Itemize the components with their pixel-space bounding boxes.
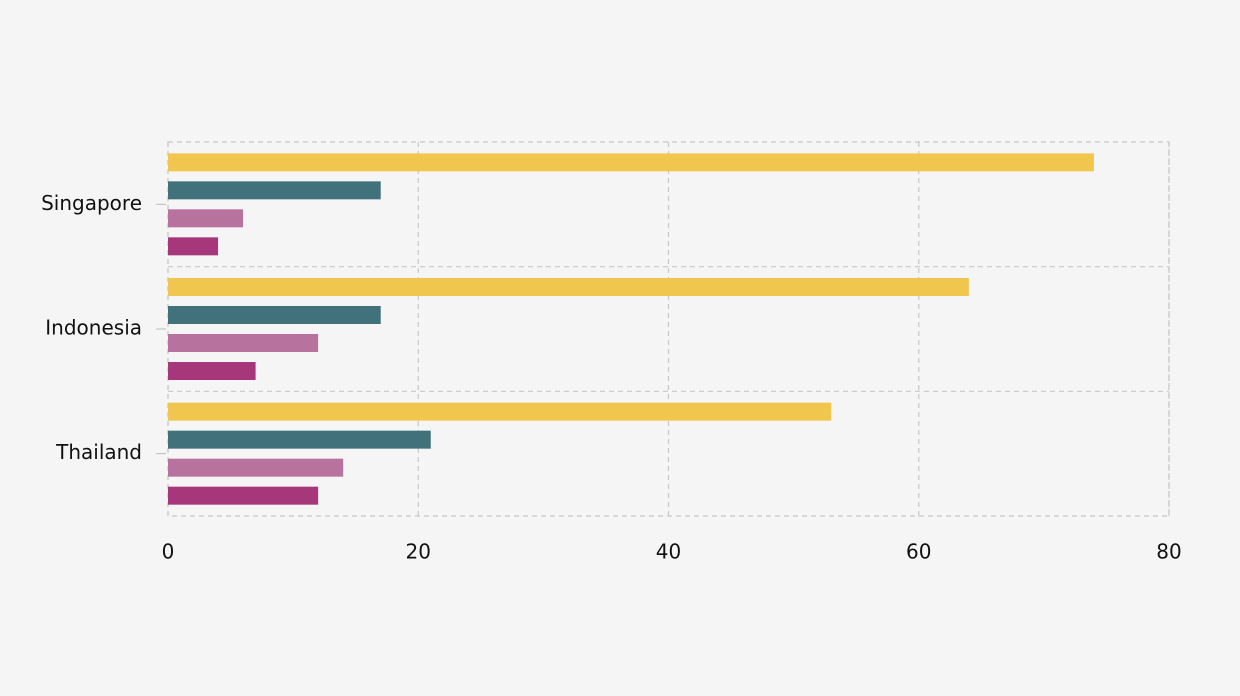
bar xyxy=(168,306,381,324)
bar xyxy=(168,334,319,352)
bar xyxy=(168,430,431,449)
x-tick-label: 80 xyxy=(1156,540,1181,564)
x-tick-label: 60 xyxy=(906,540,931,564)
x-tick-label: 0 xyxy=(162,540,175,564)
y-tick-label: Thailand xyxy=(55,440,142,464)
bar xyxy=(168,362,256,380)
bar xyxy=(168,181,381,200)
bar xyxy=(168,237,219,256)
bar xyxy=(168,209,244,228)
bar xyxy=(168,486,319,505)
bar xyxy=(168,402,832,421)
bar xyxy=(168,278,969,296)
x-tick-label: 20 xyxy=(406,540,431,564)
bar xyxy=(168,153,1094,172)
y-tick-label: Singapore xyxy=(41,191,142,215)
x-tick-label: 40 xyxy=(656,540,681,564)
bar xyxy=(168,458,344,477)
y-tick-label: Indonesia xyxy=(45,316,142,340)
